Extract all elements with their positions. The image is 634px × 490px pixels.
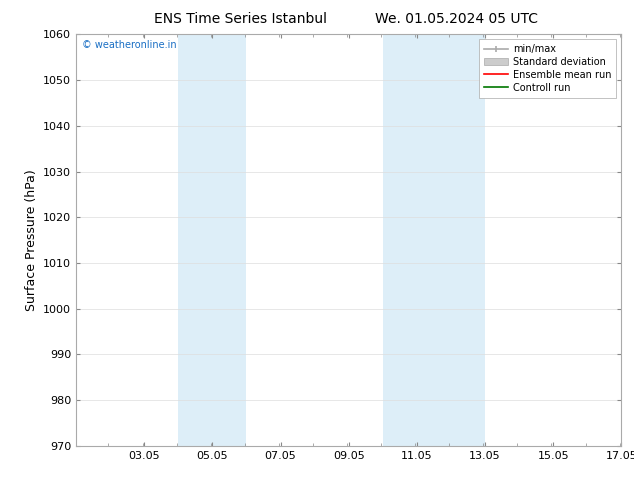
- Bar: [178, 34, 247, 446]
- Y-axis label: Surface Pressure (hPa): Surface Pressure (hPa): [25, 169, 37, 311]
- Legend: min/max, Standard deviation, Ensemble mean run, Controll run: min/max, Standard deviation, Ensemble me…: [479, 39, 616, 98]
- Text: ENS Time Series Istanbul: ENS Time Series Istanbul: [155, 12, 327, 26]
- Text: © weatheronline.in: © weatheronline.in: [82, 41, 176, 50]
- Bar: [383, 34, 485, 446]
- Text: We. 01.05.2024 05 UTC: We. 01.05.2024 05 UTC: [375, 12, 538, 26]
